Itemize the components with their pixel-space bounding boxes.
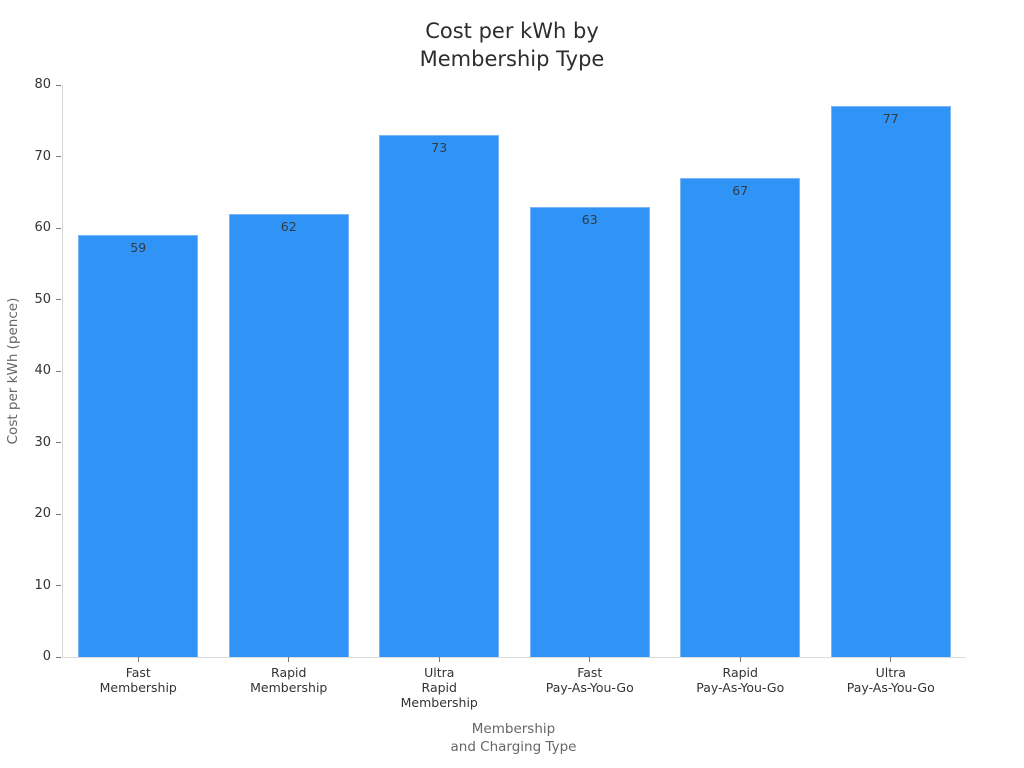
bar-value-label: 59 [130,240,147,256]
x-tick-mark [137,657,139,662]
bar-value-label: 62 [280,218,297,234]
y-tick-mark [56,442,61,443]
x-tick-label: Fast Membership [99,665,177,695]
bar-value-label: 67 [732,182,749,198]
x-tick-label: Ultra Rapid Membership [400,665,478,710]
y-tick-mark [56,513,61,515]
y-tick-mark [56,656,61,658]
x-tick-mark [890,657,892,662]
y-tick-label: 10 [34,577,51,593]
x-tick-label: Rapid Membership [250,665,328,695]
x-tick-label: Ultra Pay-As-You-Go [846,665,935,695]
y-tick-mark [56,299,61,300]
y-tick-label: 70 [34,148,51,164]
y-tick-label: 20 [34,506,51,521]
bar: 67 [680,177,801,657]
y-tick-label: 30 [34,434,51,450]
y-tick-label: 60 [34,220,51,235]
y-tick-label: 80 [34,77,51,92]
bar: 77 [830,106,951,657]
y-tick-label: 50 [34,291,51,307]
y-tick-mark [56,370,61,372]
x-tick-mark [438,657,440,662]
x-tick-label: Rapid Pay-As-You-Go [696,665,785,695]
bar: 73 [379,135,500,657]
bar-value-label: 73 [431,140,448,156]
y-tick-mark [56,156,61,157]
y-tick-mark [56,227,61,229]
bar: 63 [529,206,650,657]
y-tick-label: 40 [34,363,51,378]
x-tick-label: Fast Pay-As-You-Go [545,665,634,695]
x-tick-mark [288,657,290,662]
plot-area: 0 10 20 30 40 50 60 70 80 Fast Membership Rapid M… [34,77,966,709]
bar: 62 [228,213,349,657]
x-axis-title: Membership and Charging Type [450,721,577,756]
y-tick-label: 0 [42,649,51,664]
y-tick-mark [56,585,61,586]
bar: 59 [78,235,199,657]
y-tick-mark [56,84,61,86]
chart-title: Cost per kWh by Membership Type [419,19,605,71]
x-tick-mark [739,657,741,662]
bar-value-label: 77 [882,111,899,127]
x-tick-mark [589,657,591,662]
bar-value-label: 63 [581,211,598,227]
